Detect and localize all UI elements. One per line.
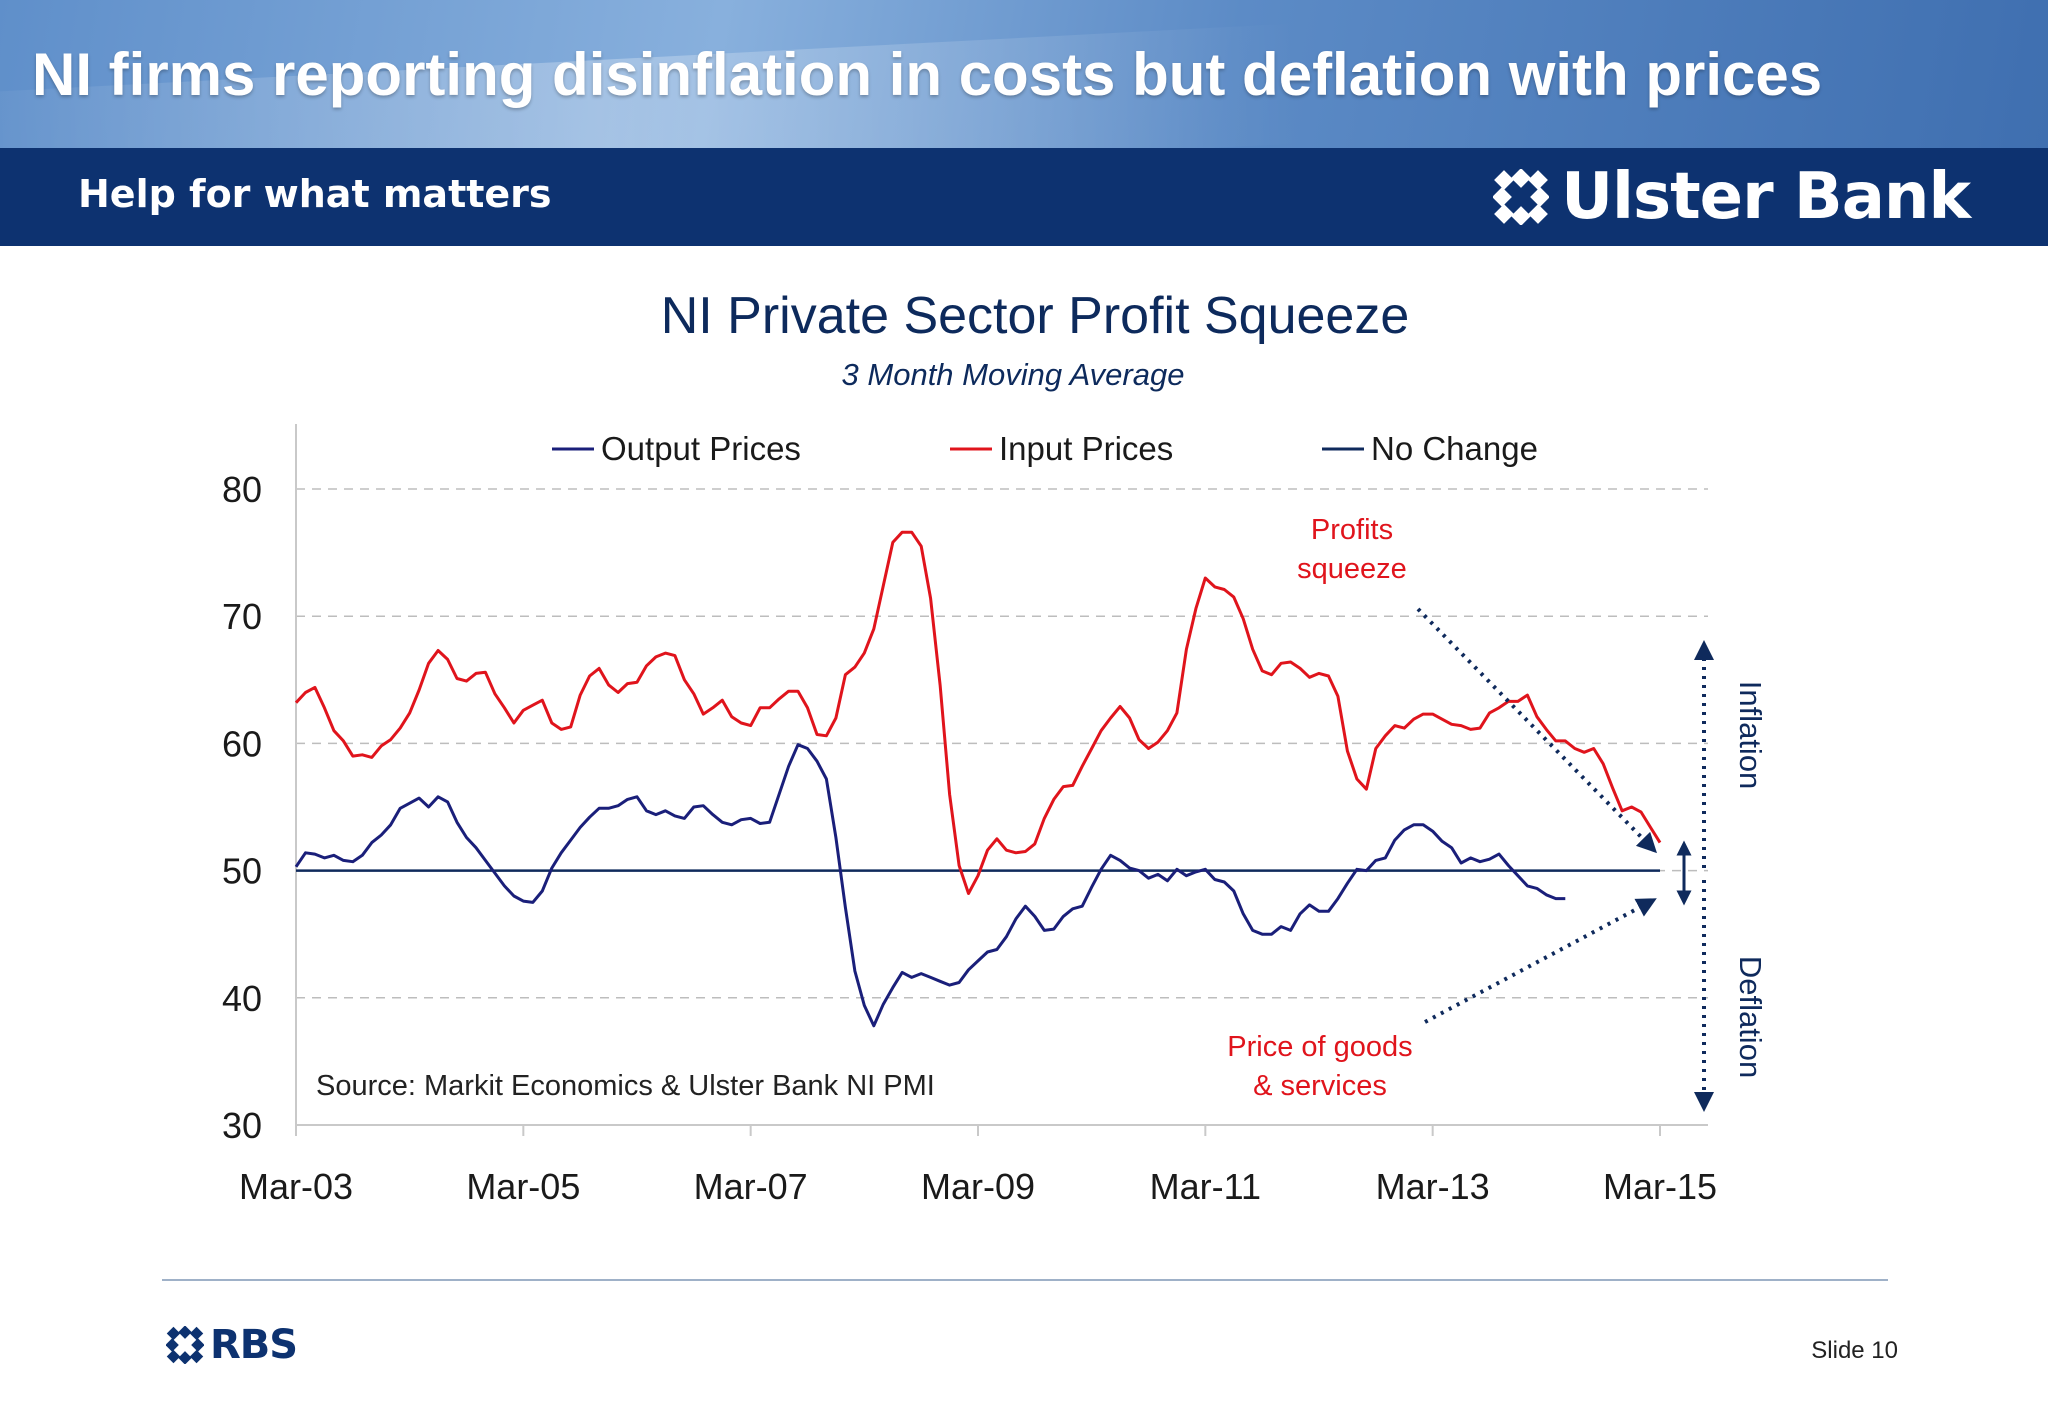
price-goods-line-2: & services (1253, 1070, 1387, 1102)
footer-divider (162, 1279, 1888, 1281)
x-tick-labels: Mar-03 Mar-05 Mar-07 Mar-09 Mar-11 Mar-13 Mar-… (239, 1125, 1717, 1207)
rbs-logo: RBS (166, 1322, 298, 1368)
x-tick-label: Mar-05 (466, 1166, 580, 1207)
x-tick-label: Mar-11 (1150, 1166, 1261, 1207)
x-tick-label: Mar-03 (239, 1166, 353, 1207)
price-goods-annotation: Price of goods & services (1227, 898, 1657, 1102)
x-tick-label: Mar-07 (694, 1166, 808, 1207)
series-line-input-prices (294, 530, 1662, 895)
y-tick-label: 50 (222, 851, 262, 892)
brand-bar: Help for what matters Ulster Bank (0, 148, 2048, 246)
brand-name: Ulster Bank (1561, 160, 1971, 234)
y-tick-labels: 30 40 50 60 70 80 (222, 469, 262, 1146)
x-tick-label: Mar-09 (921, 1166, 1035, 1207)
gridlines (296, 488, 1708, 999)
profits-squeeze-arrow (1416, 607, 1657, 854)
price-goods-line-1: Price of goods (1227, 1031, 1412, 1063)
ulster-bank-logo: Ulster Bank (1493, 160, 1971, 234)
legend-label: Input Prices (999, 430, 1173, 467)
y-tick-label: 30 (222, 1105, 262, 1146)
legend-label: No Change (1371, 430, 1538, 467)
deflation-label: Deflation (1733, 956, 1768, 1078)
y-tick-label: 40 (222, 978, 262, 1019)
source-note: Source: Markit Economics & Ulster Bank N… (316, 1070, 935, 1102)
legend-label: Output Prices (601, 430, 801, 467)
slide-number: Slide 10 (1811, 1337, 1898, 1364)
chart-subtitle: 3 Month Moving Average (842, 357, 1185, 392)
x-tick-label: Mar-13 (1376, 1166, 1490, 1207)
price-goods-arrow (1424, 898, 1657, 1024)
daisy-wheel-icon (1493, 169, 1550, 225)
legend: Output Prices Input Prices No Change (552, 430, 1538, 467)
profits-squeeze-line-1: Profits (1311, 514, 1393, 546)
slide-title: NI firms reporting disinflation in costs… (32, 41, 1823, 108)
footer-brand: RBS (210, 1322, 298, 1368)
series-lines (294, 530, 1662, 1028)
rbs-daisy-wheel-icon (166, 1326, 204, 1364)
series-line-output-prices (294, 743, 1566, 1028)
chart: NI Private Sector Profit Squeeze 3 Month… (222, 287, 1768, 1207)
y-tick-label: 80 (222, 469, 262, 510)
profits-squeeze-line-2: squeeze (1297, 553, 1407, 585)
title-banner: NI firms reporting disinflation in costs… (0, 0, 2048, 148)
inflation-label: Inflation (1733, 681, 1768, 790)
chart-title: NI Private Sector Profit Squeeze (661, 287, 1410, 345)
axes (295, 424, 1708, 1126)
profits-squeeze-annotation: Profits squeeze (1297, 514, 1657, 854)
y-tick-label: 70 (222, 596, 262, 637)
x-tick-label: Mar-15 (1603, 1166, 1717, 1207)
y-tick-label: 60 (222, 723, 262, 764)
tagline: Help for what matters (78, 172, 552, 216)
inflation-deflation-indicator: Inflation Deflation (1676, 640, 1768, 1112)
